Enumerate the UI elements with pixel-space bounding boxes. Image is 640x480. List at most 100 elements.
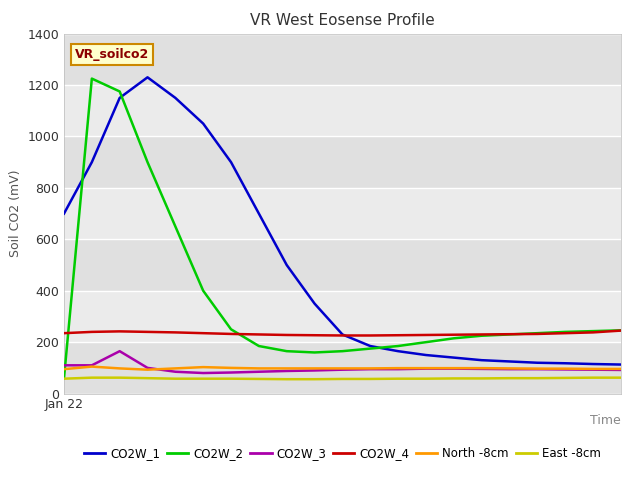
East -8cm bbox=[589, 375, 597, 381]
CO2W_3 bbox=[534, 366, 541, 372]
Line: CO2W_4: CO2W_4 bbox=[64, 331, 621, 336]
CO2W_1 bbox=[366, 343, 374, 349]
Title: VR West Eosense Profile: VR West Eosense Profile bbox=[250, 13, 435, 28]
Line: East -8cm: East -8cm bbox=[64, 378, 621, 379]
CO2W_4 bbox=[255, 332, 263, 337]
CO2W_1 bbox=[477, 357, 486, 363]
East -8cm bbox=[561, 375, 569, 381]
East -8cm bbox=[255, 376, 263, 382]
CO2W_4 bbox=[506, 331, 513, 337]
CO2W_3 bbox=[561, 367, 569, 372]
CO2W_3 bbox=[88, 362, 96, 368]
CO2W_1 bbox=[589, 361, 597, 367]
Bar bbox=[64, 291, 621, 342]
CO2W_4 bbox=[311, 332, 319, 338]
North -8cm bbox=[200, 364, 207, 370]
CO2W_2 bbox=[116, 89, 124, 95]
CO2W_1 bbox=[534, 360, 541, 366]
CO2W_3 bbox=[422, 366, 430, 372]
North -8cm bbox=[617, 366, 625, 372]
CO2W_4 bbox=[366, 333, 374, 338]
CO2W_1 bbox=[422, 352, 430, 358]
CO2W_4 bbox=[60, 330, 68, 336]
CO2W_1 bbox=[561, 360, 569, 366]
CO2W_4 bbox=[283, 332, 291, 338]
East -8cm bbox=[116, 375, 124, 381]
CO2W_1 bbox=[283, 262, 291, 268]
CO2W_3 bbox=[394, 366, 402, 372]
East -8cm bbox=[422, 376, 430, 382]
CO2W_2 bbox=[311, 349, 319, 355]
Bar bbox=[64, 240, 621, 291]
East -8cm bbox=[339, 376, 346, 382]
North -8cm bbox=[311, 366, 319, 372]
CO2W_2 bbox=[172, 224, 179, 229]
CO2W_2 bbox=[422, 339, 430, 345]
North -8cm bbox=[339, 366, 346, 372]
CO2W_1 bbox=[200, 120, 207, 126]
East -8cm bbox=[506, 375, 513, 381]
North -8cm bbox=[60, 366, 68, 372]
Bar bbox=[64, 34, 621, 85]
North -8cm bbox=[561, 366, 569, 372]
North -8cm bbox=[143, 367, 151, 372]
East -8cm bbox=[534, 375, 541, 381]
North -8cm bbox=[366, 366, 374, 372]
CO2W_3 bbox=[255, 369, 263, 374]
Bar bbox=[64, 188, 621, 240]
CO2W_4 bbox=[339, 333, 346, 338]
CO2W_2 bbox=[339, 348, 346, 354]
CO2W_2 bbox=[394, 343, 402, 349]
East -8cm bbox=[172, 376, 179, 382]
CO2W_3 bbox=[60, 362, 68, 368]
CO2W_2 bbox=[143, 159, 151, 165]
CO2W_3 bbox=[200, 370, 207, 376]
CO2W_3 bbox=[311, 368, 319, 373]
North -8cm bbox=[227, 365, 235, 371]
CO2W_1 bbox=[506, 359, 513, 364]
East -8cm bbox=[200, 376, 207, 382]
CO2W_4 bbox=[116, 328, 124, 334]
Bar bbox=[64, 85, 621, 136]
CO2W_1 bbox=[255, 211, 263, 216]
CO2W_2 bbox=[283, 348, 291, 354]
CO2W_4 bbox=[589, 329, 597, 335]
Bar bbox=[64, 136, 621, 188]
Line: CO2W_2: CO2W_2 bbox=[64, 79, 621, 378]
North -8cm bbox=[450, 365, 458, 371]
CO2W_4 bbox=[200, 330, 207, 336]
North -8cm bbox=[88, 364, 96, 370]
CO2W_1 bbox=[394, 348, 402, 354]
CO2W_1 bbox=[227, 159, 235, 165]
CO2W_2 bbox=[589, 328, 597, 334]
CO2W_3 bbox=[172, 369, 179, 374]
CO2W_2 bbox=[255, 343, 263, 349]
North -8cm bbox=[477, 365, 486, 371]
Line: CO2W_3: CO2W_3 bbox=[64, 351, 621, 373]
CO2W_2 bbox=[60, 375, 68, 381]
CO2W_2 bbox=[506, 332, 513, 337]
CO2W_4 bbox=[534, 331, 541, 337]
CO2W_2 bbox=[477, 333, 486, 338]
North -8cm bbox=[422, 365, 430, 371]
CO2W_2 bbox=[534, 330, 541, 336]
CO2W_4 bbox=[450, 332, 458, 337]
CO2W_2 bbox=[200, 288, 207, 294]
CO2W_1 bbox=[339, 332, 346, 337]
CO2W_3 bbox=[589, 367, 597, 372]
CO2W_3 bbox=[450, 366, 458, 372]
CO2W_3 bbox=[227, 370, 235, 375]
CO2W_3 bbox=[477, 366, 486, 372]
East -8cm bbox=[60, 376, 68, 382]
East -8cm bbox=[311, 376, 319, 382]
North -8cm bbox=[172, 366, 179, 372]
Line: North -8cm: North -8cm bbox=[64, 367, 621, 370]
CO2W_2 bbox=[88, 76, 96, 82]
East -8cm bbox=[394, 376, 402, 382]
North -8cm bbox=[394, 365, 402, 371]
Text: VR_soilco2: VR_soilco2 bbox=[75, 48, 149, 61]
CO2W_3 bbox=[506, 366, 513, 372]
CO2W_4 bbox=[561, 330, 569, 336]
CO2W_1 bbox=[88, 159, 96, 165]
East -8cm bbox=[366, 376, 374, 382]
